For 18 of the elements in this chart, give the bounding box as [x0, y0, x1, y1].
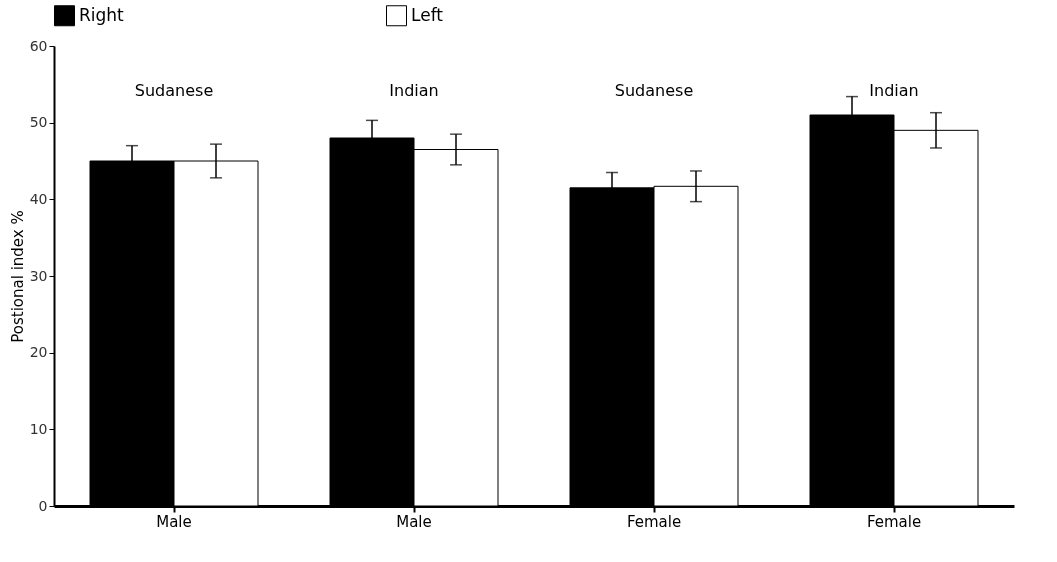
legend-label: Right: [79, 4, 125, 25]
annotation: Indian: [869, 81, 919, 100]
y-axis-title: Postional index %: [8, 210, 27, 343]
annotation: Indian: [389, 81, 439, 100]
x-tick-label: Female: [626, 512, 682, 531]
annotation: Sudanese: [134, 81, 214, 100]
y-tick-label: 30: [29, 267, 48, 284]
y-tick-label: 60: [29, 37, 48, 54]
y-tick-label: 10: [29, 420, 48, 437]
x-tick-label: Female: [866, 512, 922, 531]
y-tick-label: 20: [29, 344, 48, 361]
x-tick-label: Male: [396, 512, 432, 531]
annotation: Sudanese: [614, 81, 694, 100]
legend-label: Left: [411, 4, 444, 25]
y-tick-label: 40: [29, 190, 48, 207]
y-tick-label: 50: [29, 114, 48, 131]
y-tick-label: 0: [38, 497, 48, 514]
x-tick-label: Male: [156, 512, 192, 531]
